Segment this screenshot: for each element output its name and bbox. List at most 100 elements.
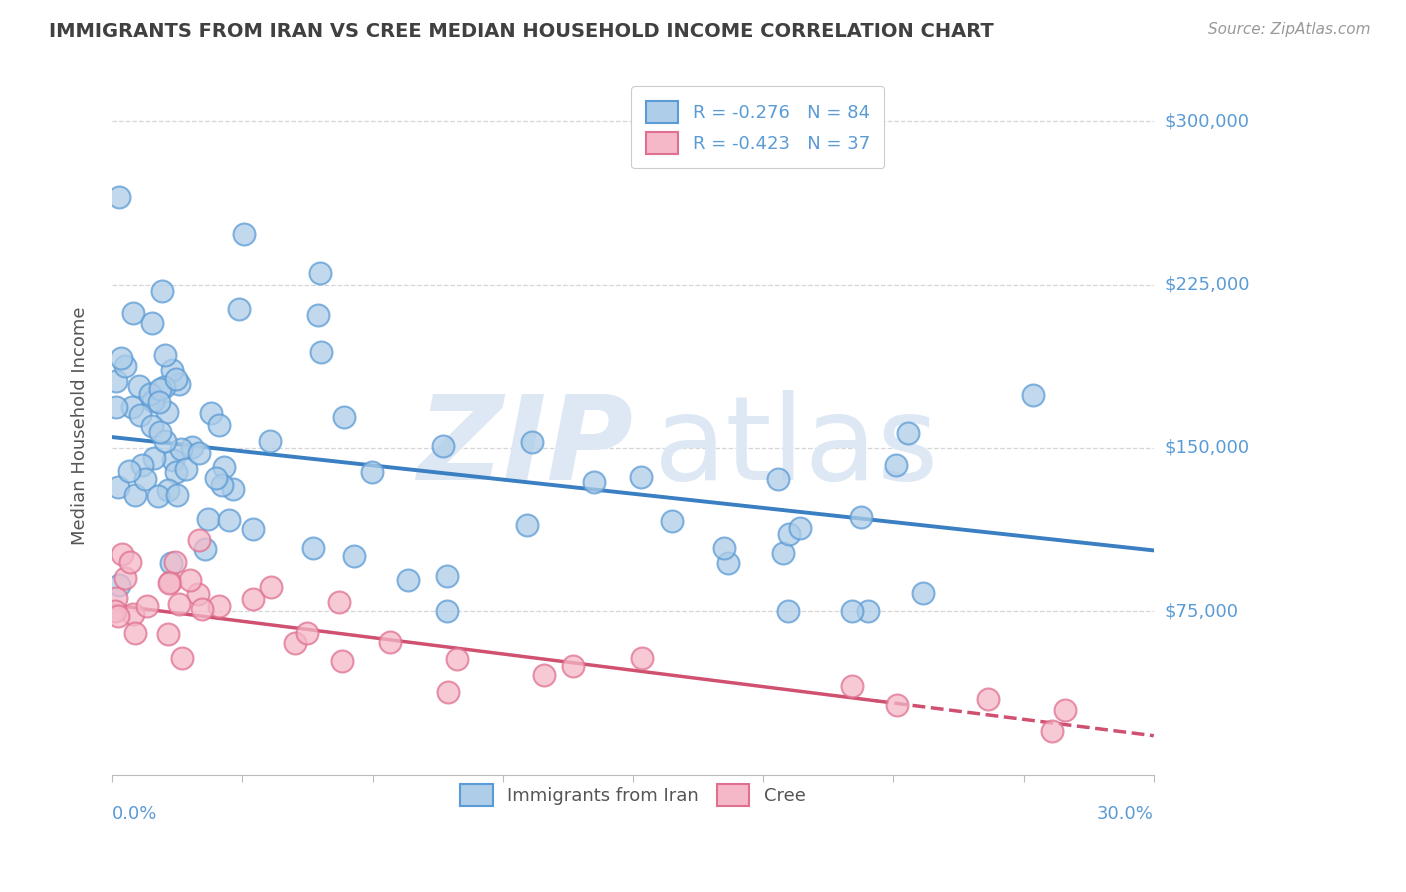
Point [886, 698, 908, 713]
Point [124, 626, 146, 640]
Point [110, 351, 132, 365]
Point [141, 316, 163, 330]
Text: Source: ZipAtlas.com: Source: ZipAtlas.com [1208, 22, 1371, 37]
Point [114, 571, 136, 585]
Point [396, 573, 419, 587]
Point [259, 434, 281, 449]
Point [165, 372, 187, 386]
Point [170, 442, 193, 457]
Point [897, 426, 920, 441]
Point [437, 685, 460, 699]
Point [166, 466, 188, 480]
Text: $300,000: $300,000 [1166, 112, 1250, 130]
Text: $225,000: $225,000 [1166, 276, 1250, 293]
Point [772, 546, 794, 560]
Point [562, 658, 585, 673]
Point [328, 595, 350, 609]
Point [361, 465, 384, 479]
Point [159, 556, 181, 570]
Point [211, 477, 233, 491]
Point [118, 555, 141, 569]
Point [190, 602, 212, 616]
Point [208, 418, 231, 433]
Point [104, 375, 127, 389]
Point [841, 604, 863, 618]
Point [134, 472, 156, 486]
Point [228, 301, 250, 316]
Point [155, 434, 177, 448]
Point [180, 440, 202, 454]
Point [165, 555, 187, 569]
Point [148, 489, 170, 503]
Point [194, 542, 217, 557]
Point [114, 359, 136, 374]
Point [218, 513, 240, 527]
Point [436, 604, 458, 618]
Point [661, 514, 683, 528]
Point [778, 604, 800, 618]
Point [1040, 724, 1063, 739]
Point [111, 547, 134, 561]
Text: IMMIGRANTS FROM IRAN VS CREE MEDIAN HOUSEHOLD INCOME CORRELATION CHART: IMMIGRANTS FROM IRAN VS CREE MEDIAN HOUS… [49, 22, 994, 41]
Point [766, 472, 789, 486]
Y-axis label: Median Household Income: Median Household Income [72, 307, 89, 545]
Point [302, 541, 325, 556]
Point [135, 599, 157, 614]
Point [129, 409, 152, 423]
Point [841, 679, 863, 693]
Point [170, 651, 193, 665]
Point [156, 405, 179, 419]
Point [108, 190, 131, 204]
Point [139, 387, 162, 401]
Point [157, 576, 180, 591]
Text: ZIP: ZIP [418, 390, 633, 505]
Point [188, 533, 211, 548]
Point [630, 650, 652, 665]
Point [1054, 702, 1077, 716]
Text: 0.0%: 0.0% [112, 805, 157, 823]
Point [221, 483, 243, 497]
Point [977, 691, 1000, 706]
Text: atlas: atlas [654, 390, 939, 505]
Point [533, 668, 555, 682]
Point [122, 306, 145, 320]
Point [174, 462, 197, 476]
Point [516, 517, 538, 532]
Point [149, 425, 172, 439]
Point [849, 510, 872, 524]
Point [446, 652, 468, 666]
Point [208, 599, 231, 613]
Point [107, 480, 129, 494]
Point [153, 380, 176, 394]
Point [1022, 388, 1045, 402]
Point [295, 625, 318, 640]
Point [778, 527, 800, 541]
Point [630, 470, 652, 484]
Point [150, 284, 173, 298]
Point [128, 379, 150, 393]
Point [232, 227, 254, 242]
Text: $150,000: $150,000 [1166, 439, 1250, 457]
Point [284, 636, 307, 650]
Point [911, 586, 934, 600]
Point [148, 394, 170, 409]
Legend: Immigrants from Iran, Cree: Immigrants from Iran, Cree [451, 774, 815, 814]
Point [122, 607, 145, 621]
Point [436, 569, 458, 583]
Point [142, 394, 165, 409]
Point [149, 383, 172, 397]
Point [167, 598, 190, 612]
Point [717, 556, 740, 570]
Point [309, 266, 332, 280]
Point [153, 348, 176, 362]
Point [107, 578, 129, 592]
Point [343, 549, 366, 564]
Point [104, 401, 127, 415]
Point [309, 345, 332, 359]
Point [118, 464, 141, 478]
Point [520, 434, 543, 449]
Point [204, 471, 226, 485]
Point [242, 522, 264, 536]
Point [159, 574, 181, 589]
Point [188, 446, 211, 460]
